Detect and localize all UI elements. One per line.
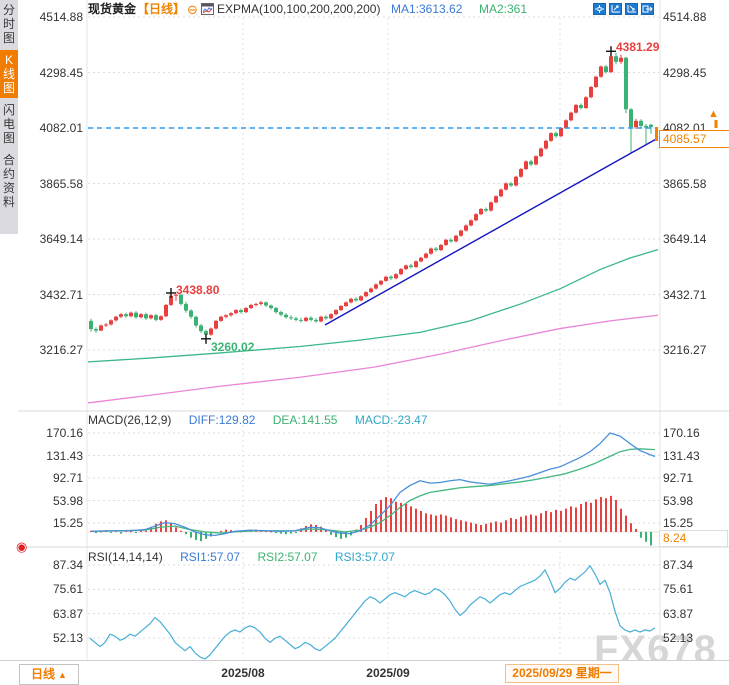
macd-axis-label: 131.43	[663, 448, 700, 463]
crosshair-move-icon[interactable]	[593, 3, 606, 15]
collapse-icon[interactable]: ⊖	[187, 2, 198, 17]
price-axis-label: 4514.88	[663, 10, 707, 24]
rsi-axis-label: 75.61	[663, 582, 694, 597]
period-tag: 【日线】	[137, 2, 186, 16]
current-date-label: 2025/09/29 星期一	[505, 664, 619, 683]
rsi-axis-label: 52.13	[52, 631, 83, 645]
rsi2-value: RSI2:57.07	[257, 550, 318, 564]
price-axis-label: 3649.14	[39, 232, 83, 247]
bottom-bar: 日线 ▲ 2025/08 2025/09 2025/09/29 星期一	[0, 660, 729, 685]
macd-axis-label: 131.43	[46, 448, 83, 463]
rsi-axis-label: 87.34	[663, 558, 694, 572]
price-axis-label: 3865.58	[39, 176, 83, 191]
scroll-latest-marker[interactable]: ▲	[708, 108, 719, 120]
price-axis-label: 3432.71	[39, 287, 83, 302]
macd-axis-label: 92.71	[52, 471, 83, 486]
macd-axis-label: 170.16	[46, 426, 83, 441]
macd-dea-value: DEA:141.55	[272, 413, 338, 427]
indicator-label: EXPMA(100,100,200,200,200)	[217, 2, 381, 16]
sidebar-item-timeshare[interactable]: 分时图	[0, 0, 18, 48]
price-axis-label: 4298.45	[39, 65, 83, 80]
price-axis-label: 3432.71	[663, 287, 707, 302]
rsi-axis-label: 87.34	[52, 558, 83, 572]
macd-diff-value: DIFF:129.82	[188, 413, 256, 427]
price-axis-label: 4082.01	[39, 121, 83, 135]
rsi1-value: RSI1:57.07	[180, 550, 241, 564]
macd-axis-label: 53.98	[663, 493, 694, 508]
last-price-box: 4085.57	[659, 130, 729, 148]
price-axis-label: 3865.58	[663, 176, 707, 191]
macd-hist-value: MACD:-23.47	[354, 413, 428, 427]
chart-toolbar	[593, 3, 654, 15]
rsi-title: RSI(14,14,14)	[88, 550, 163, 564]
chevron-up-icon: ▲	[58, 670, 67, 680]
rsi-axis-label: 75.61	[52, 582, 83, 597]
x-axis-label-sep: 2025/09	[366, 666, 410, 680]
sidebar-item-contract-info[interactable]: 合约资料	[0, 150, 18, 212]
scale-right-icon[interactable]	[625, 3, 638, 15]
macd-axis-label: 53.98	[52, 493, 83, 508]
price-axis-label: 3216.27	[663, 343, 707, 358]
sidebar-item-kline[interactable]: K线图	[0, 50, 18, 98]
sidebar-item-lightning[interactable]: 闪电图	[0, 100, 18, 148]
ma2-value: MA2:361	[479, 2, 528, 16]
symbol-title: 现货黄金	[88, 2, 137, 16]
price-axis-label: 3649.14	[663, 232, 707, 247]
period-selector-label: 日线	[31, 667, 56, 681]
macd-axis-label: 15.25	[52, 516, 83, 531]
rsi3-value: RSI3:57.07	[334, 550, 395, 564]
sidebar: 分时图 K线图 闪电图 合约资料	[0, 0, 18, 234]
ma1-value: MA1:3613.62	[391, 2, 463, 16]
mini-chart-icon[interactable]	[201, 3, 214, 18]
swing-high-label: 3438.80	[176, 283, 220, 297]
macd-axis-label: 15.25	[663, 516, 694, 531]
rsi-axis-label: 63.87	[663, 606, 694, 621]
period-selector[interactable]: 日线 ▲	[19, 664, 79, 685]
macd-axis-label: 170.16	[663, 426, 700, 441]
macd-axis-label: 92.71	[663, 471, 694, 486]
macd-header: MACD(26,12,9) DIFF:129.82 DEA:141.55 MAC…	[88, 413, 442, 427]
price-axis-label: 3216.27	[39, 343, 83, 358]
price-axis-label: 4298.45	[663, 65, 707, 80]
macd-title: MACD(26,12,9)	[88, 413, 172, 427]
rsi-axis-label: 63.87	[52, 606, 83, 621]
indicator-settings-icon[interactable]: ◉	[16, 539, 28, 554]
x-axis-label-aug: 2025/08	[221, 666, 265, 680]
macd-badge: 8.24	[659, 530, 728, 547]
rsi-axis-label: 52.13	[663, 631, 694, 645]
peak-price-label: 4381.29	[616, 40, 660, 54]
rsi-header: RSI(14,14,14) RSI1:57.07 RSI2:57.07 RSI3…	[88, 550, 409, 564]
scale-left-icon[interactable]	[609, 3, 622, 15]
export-right-icon[interactable]	[641, 3, 654, 15]
price-axis-label: 4514.88	[39, 10, 83, 24]
swing-low-label: 3260.02	[211, 340, 255, 354]
